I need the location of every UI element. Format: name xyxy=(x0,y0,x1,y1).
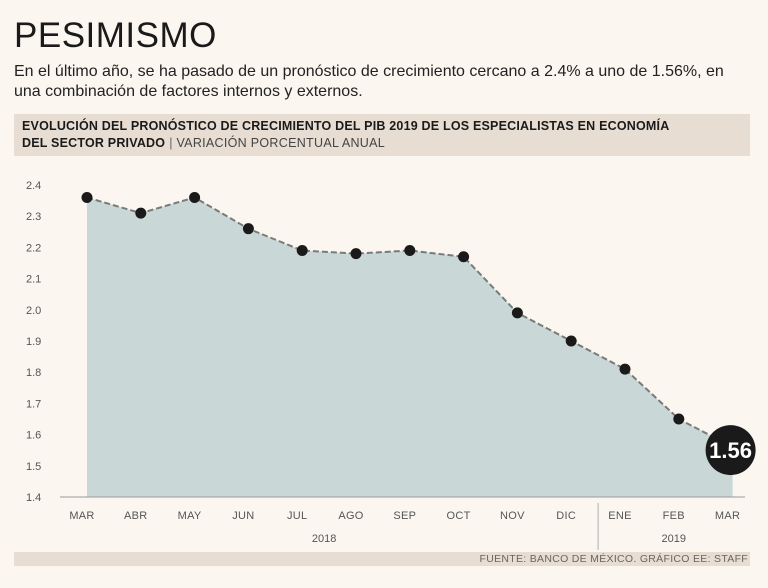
chart-title-line2: DEL SECTOR PRIVADO | VARIACIÓN PORCENTUAL … xyxy=(22,135,385,152)
x-tick-label: DIC xyxy=(556,510,576,522)
page-title: PESIMISMO xyxy=(14,16,217,55)
source-bar xyxy=(14,552,750,566)
data-point xyxy=(511,307,523,319)
x-tick-label: JUL xyxy=(287,510,307,522)
y-tick-label: 2.0 xyxy=(26,305,41,317)
y-tick-label: 2.2 xyxy=(26,242,41,254)
x-tick-label: ENE xyxy=(608,510,632,522)
data-point xyxy=(135,207,147,219)
source-note: FUENTE: BANCO DE MÉXICO. GRÁFICO EE: STA… xyxy=(479,553,748,565)
year-label: 2019 xyxy=(662,533,686,545)
data-point xyxy=(404,245,416,257)
chart-header: EVOLUCIÓN DEL PRONÓSTICO DE CRECIMIENTO … xyxy=(14,114,750,156)
x-tick-label: FEB xyxy=(663,510,685,522)
chart-unit-label: VARIACIÓN PORCENTUAL ANUAL xyxy=(176,136,386,150)
page-subtitle: En el último año, se ha pasado de un pro… xyxy=(14,63,724,100)
data-point xyxy=(673,413,685,425)
data-point xyxy=(296,245,308,257)
y-tick-label: 2.3 xyxy=(26,211,41,223)
y-tick-label: 1.4 xyxy=(26,492,41,504)
data-point xyxy=(350,248,362,260)
y-tick-label: 1.5 xyxy=(26,461,41,473)
chart-title-separator: | xyxy=(169,136,173,150)
y-tick-label: 2.4 xyxy=(26,180,41,192)
data-point xyxy=(81,191,93,203)
y-tick-label: 1.6 xyxy=(26,430,41,442)
x-tick-label: JUN xyxy=(232,510,254,522)
x-tick-label: SEP xyxy=(393,510,416,522)
data-point xyxy=(189,191,201,203)
y-tick-label: 1.9 xyxy=(26,336,41,348)
y-tick-label: 1.7 xyxy=(26,398,41,410)
x-tick-label: MAY xyxy=(178,510,202,522)
chart-title-line2-bold: DEL SECTOR PRIVADO xyxy=(22,136,166,150)
x-tick-label: MAR xyxy=(69,510,94,522)
highlight-label: 1.56 xyxy=(709,438,752,463)
data-point xyxy=(619,363,631,375)
y-tick-label: 2.1 xyxy=(26,274,41,286)
year-label: 2018 xyxy=(312,533,336,545)
data-point xyxy=(458,251,470,263)
x-tick-label: MAR xyxy=(715,510,740,522)
x-tick-label: AGO xyxy=(338,510,363,522)
data-point xyxy=(242,223,254,235)
y-tick-label: 1.8 xyxy=(26,367,41,379)
chart-title-line1: EVOLUCIÓN DEL PRONÓSTICO DE CRECIMIENTO … xyxy=(22,119,670,133)
x-tick-label: ABR xyxy=(124,510,148,522)
area-fill xyxy=(87,197,733,497)
data-point xyxy=(565,335,577,347)
x-tick-label: NOV xyxy=(500,510,525,522)
highlight-point xyxy=(705,425,756,476)
x-tick-label: OCT xyxy=(447,510,471,522)
